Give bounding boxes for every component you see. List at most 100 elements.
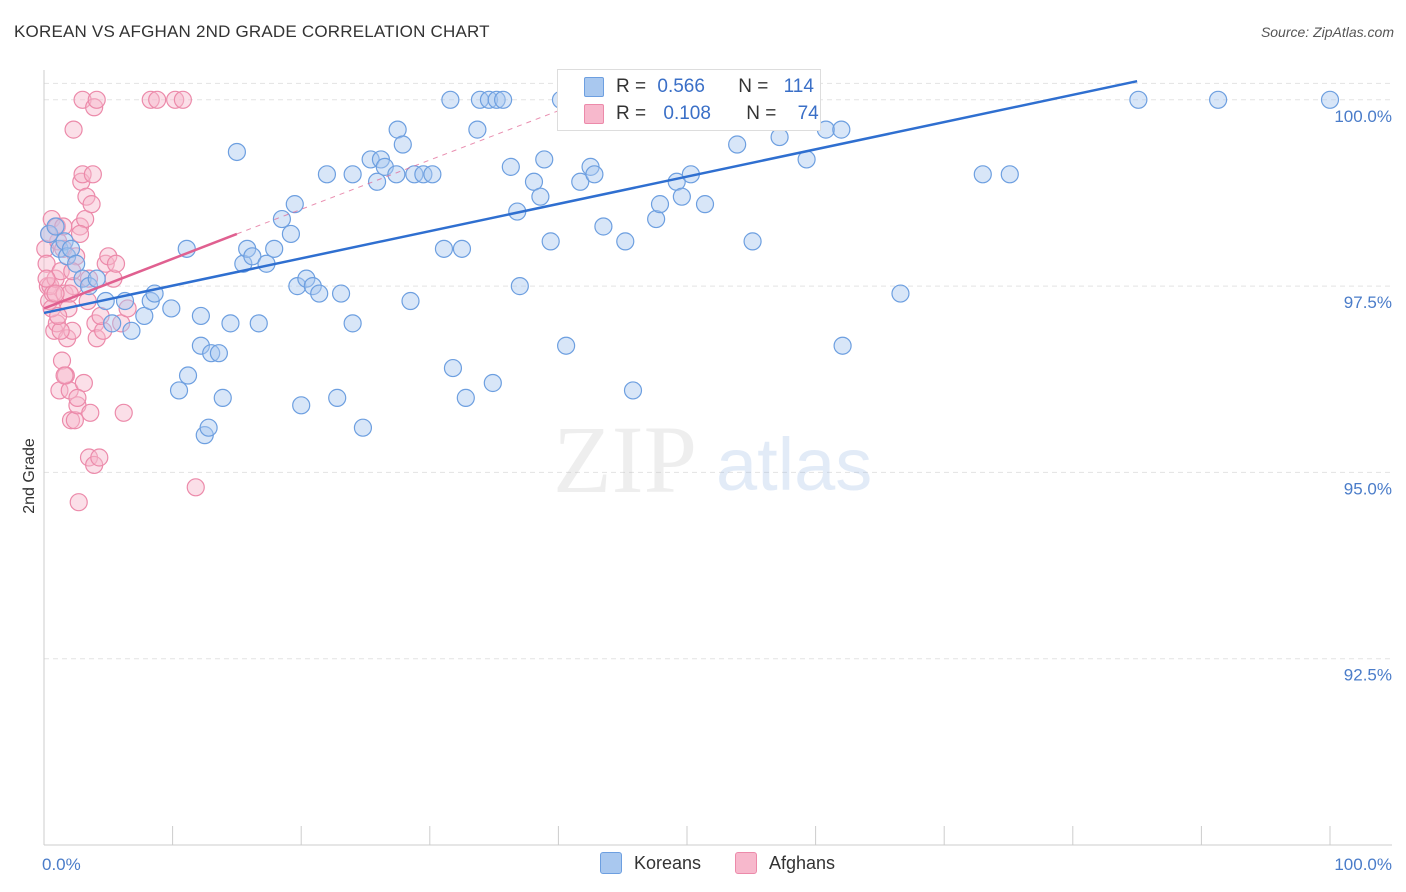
korean-point: [594, 217, 613, 236]
afghan-point: [186, 478, 205, 497]
korean-point: [285, 195, 304, 214]
korean-point: [571, 172, 590, 191]
korean-point: [441, 90, 460, 109]
korean-swatch: [584, 77, 604, 97]
korean-point: [297, 269, 316, 288]
afghan-point: [106, 254, 126, 273]
watermark-zip: ZIP: [553, 406, 697, 513]
korean-point: [221, 314, 240, 333]
korean-point: [292, 396, 311, 415]
korean-point: [249, 314, 268, 333]
bottom-legend-afghans-label: Afghans: [769, 852, 836, 873]
korean-point: [199, 418, 218, 437]
afghan-trend-extension: [236, 80, 636, 235]
afghan-point: [37, 269, 56, 288]
afghan-swatch: [584, 104, 604, 124]
afghan-point: [148, 90, 167, 109]
korean-point: [310, 284, 329, 303]
afghan-swatch: [735, 852, 757, 874]
korean-point: [393, 135, 412, 154]
bottom-legend-koreans-label: Koreans: [634, 852, 702, 873]
korean-point: [162, 299, 181, 318]
korean-point: [191, 306, 210, 326]
korean-point: [317, 165, 337, 184]
korean-swatch: [600, 852, 622, 874]
korean-point: [281, 224, 301, 244]
korean-point: [103, 314, 122, 333]
bottom-legend: Koreans Afghans: [0, 852, 1406, 878]
korean-point: [770, 127, 789, 147]
afghan-point: [166, 90, 185, 109]
axes: [43, 70, 1392, 846]
korean-point: [832, 120, 851, 139]
korean-point: [456, 388, 475, 407]
afghan-point: [83, 165, 102, 184]
korean-point: [650, 195, 670, 214]
korean-point: [1000, 165, 1019, 184]
korean-point: [452, 239, 472, 258]
afghan-point: [68, 388, 87, 407]
afghan-point: [79, 269, 99, 288]
afghan-point: [87, 329, 106, 348]
korean-trend-line: [43, 79, 1138, 315]
y-tick-label: 97.5%: [1344, 293, 1392, 312]
legend-r-value-afghans: 0.108: [663, 103, 711, 124]
korean-point: [353, 418, 373, 437]
korean-point: [178, 366, 198, 385]
korean-point: [1320, 90, 1340, 109]
afghan-point: [52, 351, 72, 370]
korean-point: [73, 269, 92, 288]
afghan-point: [64, 120, 83, 139]
korean-point: [122, 321, 141, 340]
legend-r-label: R =: [616, 103, 647, 124]
bottom-legend-afghans[interactable]: Afghans: [735, 852, 835, 874]
korean-points: [40, 90, 1340, 445]
korean-point: [227, 142, 246, 162]
korean-point: [423, 165, 442, 184]
korean-point: [265, 239, 284, 258]
afghan-point: [70, 224, 90, 244]
legend-r-label: R =: [616, 76, 647, 97]
korean-point: [833, 336, 852, 355]
korean-point: [557, 336, 576, 355]
korean-point: [46, 217, 65, 236]
korean-point: [531, 187, 550, 206]
korean-point: [479, 90, 499, 109]
legend-n-label: N =: [738, 76, 769, 97]
y-tick-label: 95.0%: [1344, 479, 1392, 498]
afghan-point: [99, 247, 118, 266]
afghan-point: [54, 217, 73, 236]
afghan-point: [73, 165, 92, 184]
afghan-point: [87, 90, 106, 109]
korean-point: [213, 388, 232, 407]
korean-point: [303, 277, 322, 296]
korean-point: [367, 172, 387, 191]
korean-point: [468, 120, 487, 139]
korean-point: [434, 239, 454, 258]
korean-point: [202, 344, 221, 363]
afghan-point: [65, 411, 84, 430]
chart-title: KOREAN VS AFGHAN 2ND GRADE CORRELATION C…: [14, 22, 490, 41]
korean-point: [647, 209, 666, 229]
y-tick-label: 100.0%: [1334, 107, 1392, 126]
korean-point: [443, 358, 463, 378]
watermark-atlas: atlas: [716, 423, 872, 506]
afghan-point: [96, 254, 115, 273]
korean-point: [973, 165, 992, 184]
korean-point: [616, 232, 635, 251]
y-axis-title: 2nd Grade: [21, 438, 38, 514]
korean-point: [1129, 90, 1148, 109]
afghan-point: [81, 403, 100, 422]
legend: R = 0.566 N = 114 R = 0.108 N = 74: [557, 69, 821, 131]
korean-point: [535, 150, 554, 169]
watermark: ZIP atlas: [553, 406, 872, 513]
korean-point: [585, 165, 604, 184]
korean-point: [672, 187, 691, 206]
x-tick-label: 0.0%: [42, 855, 81, 874]
afghan-trend-line: [43, 232, 238, 310]
x-tick-label: 100.0%: [1334, 855, 1392, 874]
y-tick-label: 92.5%: [1344, 666, 1392, 685]
korean-point: [343, 165, 362, 184]
bottom-legend-koreans[interactable]: Koreans: [600, 852, 701, 874]
